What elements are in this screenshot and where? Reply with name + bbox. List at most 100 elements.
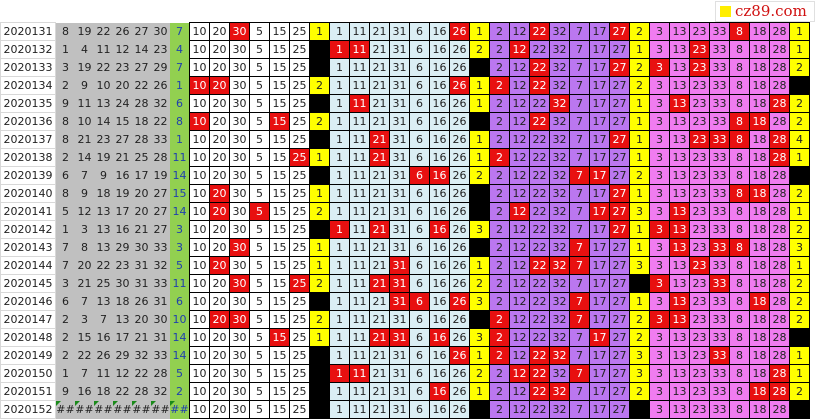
number-cell: 7 [569,328,590,347]
group-count-indicator: 2 [309,274,330,293]
number-cell: 5 [249,148,270,167]
number-cell: 28 [769,166,790,185]
number-cell: 11 [349,274,370,293]
hit-number-cell: 30 [229,274,250,293]
number-cell: 15 [269,238,290,257]
number-cell: 16 [429,292,450,311]
red-ball-number: 24 [113,94,132,113]
number-cell: 18 [749,238,770,257]
red-ball-number: ## [151,400,170,419]
number-cell: 20 [209,274,230,293]
number-cell: 18 [749,40,770,59]
number-cell: 10 [189,364,210,383]
number-cell: 33 [709,328,730,347]
number-cell: 20 [209,238,230,257]
issue-number: 2020137 [0,130,56,149]
number-cell: 25 [289,94,310,113]
red-ball-number: 31 [132,256,151,275]
number-cell: 33 [709,148,730,167]
group-count-indicator [469,310,490,329]
red-ball-number: 7 [94,310,113,329]
number-cell: 12 [509,130,530,149]
number-cell: 30 [229,58,250,77]
hit-number-cell: 25 [289,274,310,293]
hit-number-cell: 11 [349,94,370,113]
number-cell: 21 [369,238,390,257]
group-count-indicator: 3 [469,328,490,347]
number-cell: 10 [189,58,210,77]
number-cell: 2 [489,382,510,401]
number-cell: 22 [529,202,550,221]
number-cell: 17 [589,184,610,203]
number-cell: 28 [769,346,790,365]
number-cell: 13 [669,76,690,95]
number-cell: 23 [689,346,710,365]
hit-number-cell: 1 [329,40,350,59]
number-cell: 17 [589,94,610,113]
hit-number-cell: 30 [229,22,250,41]
number-cell: 1 [329,184,350,203]
red-ball-number: 1 [55,40,75,59]
logo-bar: cz89.com [0,0,817,22]
number-cell: 1 [329,112,350,131]
number-cell: 25 [289,40,310,59]
number-cell: 32 [549,148,570,167]
blue-ball-number: 11 [170,148,190,167]
hit-number-cell: 17 [589,328,610,347]
table-row: 2020138 2 14 19 21 25 28 11 10 20 30 5 15 25 1 1 11 21 31 6… [0,148,810,167]
red-ball-number: 7 [55,256,75,275]
red-ball-number: 12 [75,202,94,221]
red-ball-number: 26 [113,22,132,41]
table-row: 2020131 8 19 22 26 27 30 7 10 20 30 5 15 25 1 1 11 21 31 6 1… [0,22,810,41]
blue-ball-number: 2 [170,382,190,401]
blue-ball-number: 14 [170,202,190,221]
number-cell: 12 [509,256,530,275]
number-cell: 16 [429,400,450,419]
number-cell: 15 [269,40,290,59]
number-cell: 21 [369,382,390,401]
number-cell: 28 [769,112,790,131]
blue-ball-number: 6 [170,94,190,113]
hit-number-cell: 8 [729,112,750,131]
number-cell: 7 [569,40,590,59]
hit-number-cell: 26 [449,292,470,311]
number-cell: 22 [529,400,550,419]
number-cell: 6 [409,238,430,257]
number-cell: 10 [189,346,210,365]
number-cell: 5 [249,274,270,293]
group-count-indicator: 2 [309,310,330,329]
red-ball-number: 18 [113,292,132,311]
number-cell: 13 [669,256,690,275]
hit-number-cell: 32 [549,346,570,365]
group-count-indicator: 2 [629,328,650,347]
number-cell: 21 [369,202,390,221]
group-count-indicator: 1 [469,256,490,275]
hit-number-cell: 10 [189,112,210,131]
number-cell: 5 [249,256,270,275]
red-ball-number: 33 [151,130,170,149]
number-cell: 17 [589,76,610,95]
group-count-indicator [789,400,810,419]
number-cell: 33 [709,22,730,41]
number-cell: 8 [729,328,750,347]
number-cell: 25 [289,184,310,203]
hit-number-cell: 16 [429,166,450,185]
table-row: 2020150 1 7 11 12 22 28 5 10 20 30 5 15 25 1 11 21 31 6 16 2… [0,364,810,383]
number-cell: 25 [289,292,310,311]
number-cell: 28 [769,40,790,59]
group-count-indicator [469,400,490,419]
number-cell: 7 [569,112,590,131]
group-count-indicator: 1 [629,238,650,257]
number-cell: 1 [329,382,350,401]
red-ball-number: 20 [113,76,132,95]
number-cell: 30 [229,166,250,185]
number-cell: 32 [549,400,570,419]
hit-number-cell: 17 [589,166,610,185]
hit-number-cell: 1 [329,220,350,239]
number-cell: 8 [729,220,750,239]
number-cell: 5 [249,40,270,59]
number-cell: 18 [749,310,770,329]
group-count-indicator [629,274,650,293]
number-cell: 17 [589,22,610,41]
blue-ball-number: 6 [170,292,190,311]
